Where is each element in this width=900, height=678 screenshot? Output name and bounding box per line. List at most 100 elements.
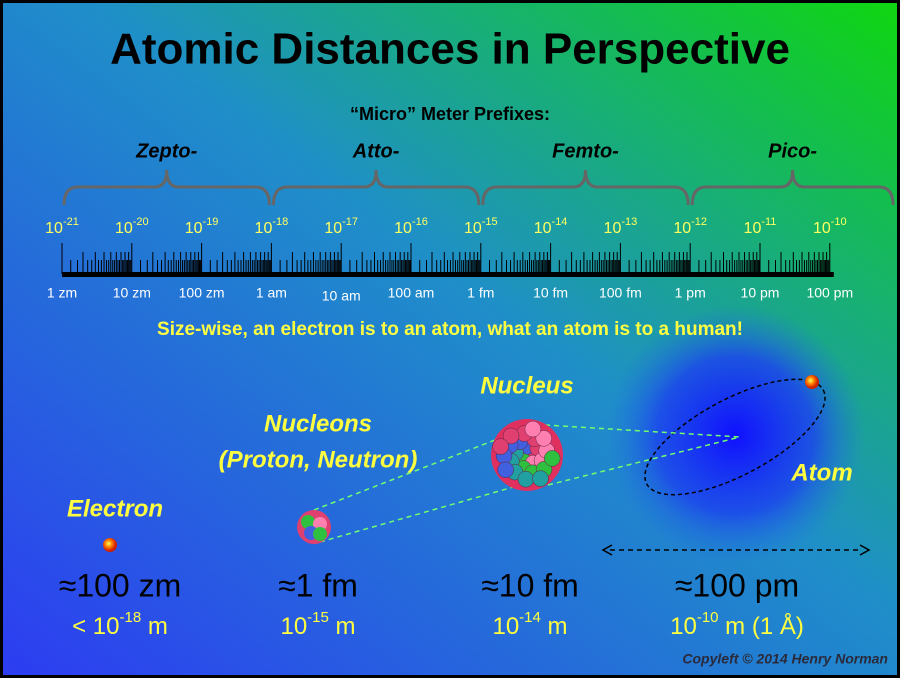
power-base: 10 [813,220,831,237]
unit-label: 10 pm [741,285,780,301]
exact-size: 10-10 m (1 Å) [670,609,804,640]
exact-post: m [141,613,168,640]
nucleon [297,510,331,544]
exact-pre: 10 [280,613,307,640]
power-base: 10 [324,220,342,237]
power-label: 10-13 [604,216,638,237]
power-base: 10 [45,220,63,237]
power-exponent: -13 [621,216,637,228]
approx-size: ≈100 zm [59,567,182,603]
nucleon-ball [492,438,509,455]
power-exponent: -18 [272,216,288,228]
atom-cloud [605,305,865,565]
exact-exp: -18 [120,609,142,626]
approx-size: ≈100 pm [675,567,799,603]
prefix-name: Atto- [352,140,400,162]
unit-label: 100 am [388,285,435,301]
credit: Copyleft © 2014 Henry Norman [682,651,888,667]
quark-ball [301,515,315,529]
quark-ball [313,517,327,531]
unit-label: 1 pm [675,285,706,301]
unit-label: 10 fm [533,285,568,301]
object-label: Atom [790,459,852,486]
zoom-lines [313,424,741,543]
exact-exp: -14 [519,609,541,626]
power-base: 10 [673,220,691,237]
exact-exp: -10 [697,609,719,626]
power-base: 10 [255,220,273,237]
tagline: Size-wise, an electron is to an atom, wh… [157,319,743,340]
power-label: 10-19 [185,216,219,237]
power-base: 10 [394,220,412,237]
exact-post: m [329,613,356,640]
nucleon-ball [524,420,542,438]
unit-label: 10 zm [113,285,151,301]
nucleon-ball [502,427,520,445]
exact-size: < 10-18 m [72,609,168,640]
object-label: (Proton, Neutron) [219,446,418,473]
title: Atomic Distances in Perspective [110,25,790,74]
prefix-brace [481,169,690,206]
object-label: Nucleus [480,372,573,399]
power-exponent: -11 [761,216,776,228]
power-base: 10 [604,220,622,237]
prefix-heading: “Micro” Meter Prefixes: [350,104,550,124]
exact-post: m [541,613,568,640]
power-label: 10-16 [394,216,428,237]
power-label: 10-11 [744,216,777,237]
power-exponent: -20 [133,216,149,228]
approx-size: ≈10 fm [481,567,579,603]
exact-pre: 10 [670,613,697,640]
electron [103,538,117,552]
power-label: 10-20 [115,216,149,237]
unit-label: 100 pm [806,285,853,301]
power-base: 10 [744,220,762,237]
exact-post: m (1 Å) [719,612,804,640]
object-label: Nucleons [264,410,372,437]
exact-pre: 10 [492,613,519,640]
power-base: 10 [464,220,482,237]
prefix-name: Femto- [552,140,619,162]
power-exponent: -10 [831,216,847,228]
unit-label: 100 zm [179,285,225,301]
power-base: 10 [185,220,203,237]
power-exponent: -14 [552,216,568,228]
exact-exp: -15 [307,609,329,626]
exact-size: 10-15 m [280,609,355,640]
exact-pre: < 10 [72,613,119,640]
unit-label: 1 zm [47,285,77,301]
prefix-name: Pico- [768,140,817,162]
prefix-brace [690,169,895,206]
prefix-name: Zepto- [135,140,197,162]
prefix-brace [271,169,481,206]
power-label: 10-15 [464,216,498,237]
power-base: 10 [534,220,552,237]
power-exponent: -17 [342,216,358,228]
power-label: 10-10 [813,216,847,237]
power-label: 10-12 [673,216,707,237]
power-label: 10-18 [255,216,289,237]
power-exponent: -21 [63,216,79,228]
power-exponent: -16 [412,216,428,228]
unit-label: 10 am [322,288,361,304]
power-label: 10-14 [534,216,568,237]
electron-orbit [644,378,826,496]
orbit-electron [805,375,819,389]
quark-ball [313,527,327,541]
power-exponent: -12 [691,216,707,228]
nucleon-ball [517,470,535,488]
nucleon-ball [497,461,514,479]
ruler-bar [62,272,834,277]
power-base: 10 [115,220,133,237]
unit-label: 1 am [256,285,287,301]
exact-size: 10-14 m [492,609,567,640]
unit-label: 100 fm [599,285,642,301]
nucleon-ball [535,430,553,447]
size-arrow [601,544,871,556]
nucleus [491,419,563,491]
prefix-brace [62,169,271,206]
power-exponent: -19 [203,216,219,228]
approx-size: ≈1 fm [278,567,358,603]
